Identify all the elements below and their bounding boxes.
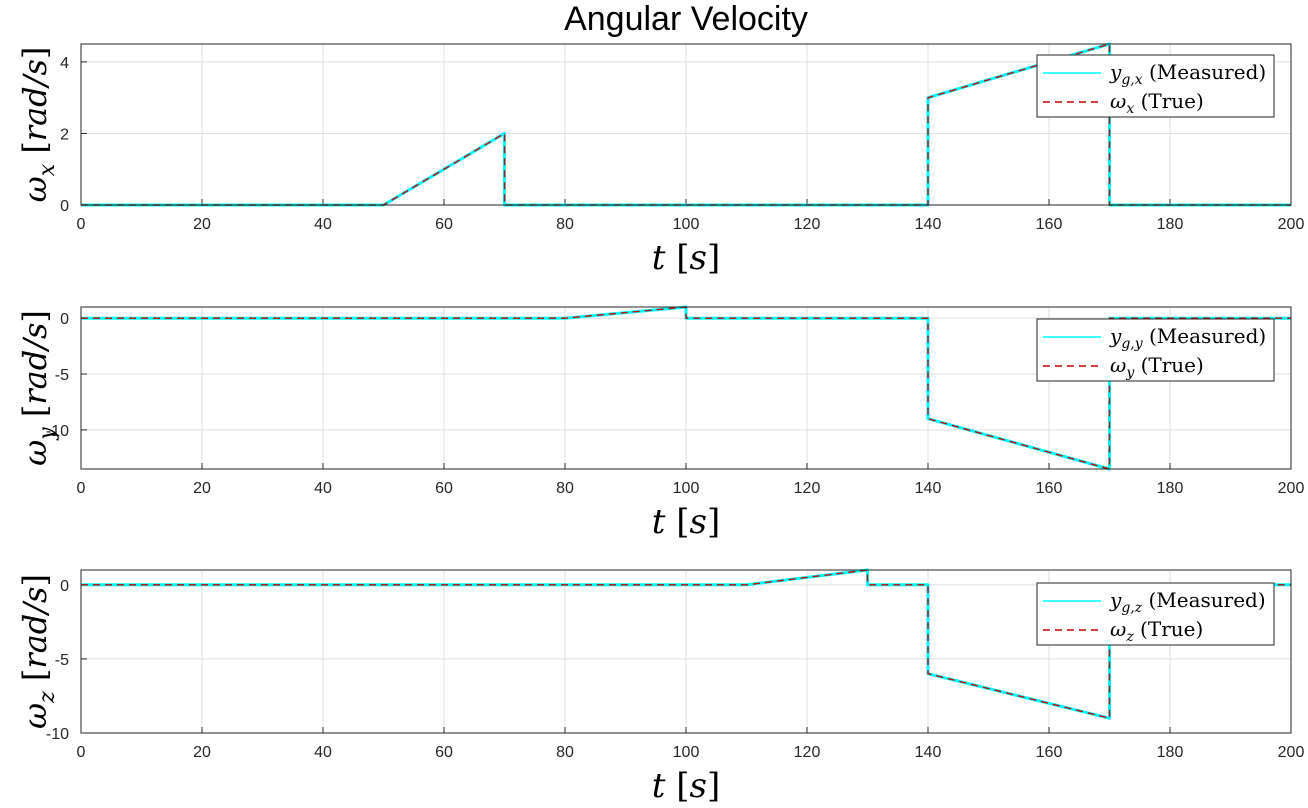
x-tick-label: 60 [435, 216, 453, 233]
x-tick-label: 80 [556, 216, 574, 233]
x-tick-label: 100 [673, 216, 700, 233]
x-tick-label: 120 [794, 744, 821, 761]
legend-entry: yg,x (Measured) [1109, 60, 1266, 88]
legend-entry: yg,z (Measured) [1109, 588, 1266, 616]
x-tick-label: 200 [1278, 744, 1305, 761]
x-tick-label: 180 [1157, 744, 1184, 761]
x-tick-label: 20 [193, 216, 211, 233]
x-tick-label: 140 [915, 216, 942, 233]
x-tick-label: 200 [1278, 480, 1305, 497]
x-axis-label: t [s] [652, 238, 720, 278]
x-tick-label: 140 [915, 744, 942, 761]
x-tick-label: 40 [314, 216, 332, 233]
y-tick-label: -5 [55, 652, 69, 669]
x-tick-label: 0 [77, 744, 86, 761]
legend-entry: yg,y (Measured) [1109, 324, 1266, 352]
y-axis-label: ωx [rad/s] [16, 47, 60, 203]
x-tick-label: 140 [915, 480, 942, 497]
subplot-y: 0 20 40 60 80 100 120 140 160 180 200 -10 -5 0 t [s] ωy… [16, 305, 1305, 542]
y-tick-label: 2 [60, 126, 69, 143]
x-tick-label: 120 [794, 480, 821, 497]
legend: yg,x (Measured)ωx (True) [1036, 54, 1275, 118]
x-tick-label: 180 [1157, 216, 1184, 233]
legend-box [1036, 318, 1275, 382]
legend: yg,y (Measured)ωy (True) [1036, 318, 1275, 382]
x-tick-label: 180 [1157, 480, 1184, 497]
y-tick-label: 0 [60, 578, 69, 595]
x-tick-label: 160 [1036, 744, 1063, 761]
y-tick-label: -10 [46, 726, 69, 743]
x-tick-label: 60 [435, 744, 453, 761]
x-tick-label: 20 [193, 744, 211, 761]
subplot-x: 0 20 40 60 80 100 120 140 160 180 200 0 2 4 t [s] ωx [r… [16, 42, 1305, 278]
axes-box [80, 569, 1292, 734]
x-tick-label: 100 [673, 480, 700, 497]
x-tick-label: 200 [1278, 216, 1305, 233]
subplot-z: 0 20 40 60 80 100 120 140 160 180 200 -10 -5 0 t [s] ωz… [16, 568, 1305, 806]
axes-box [80, 306, 1292, 470]
x-tick-label: 80 [556, 744, 574, 761]
x-tick-label: 120 [794, 216, 821, 233]
legend-entry: ωx (True) [1110, 89, 1204, 117]
y-tick-label: 0 [60, 311, 69, 328]
x-tick-label: 40 [314, 744, 332, 761]
axes-box [80, 43, 1292, 206]
figure-title: Angular Velocity [564, 0, 808, 38]
y-axis-label: ωz [rad/s] [16, 574, 60, 729]
y-tick-label: 0 [60, 198, 69, 215]
x-axis-label: t [s] [652, 502, 720, 542]
x-tick-label: 0 [77, 480, 86, 497]
x-tick-label: 160 [1036, 216, 1063, 233]
legend-entry: ωz (True) [1110, 617, 1203, 645]
x-tick-label: 40 [314, 480, 332, 497]
legend-entry: ωy (True) [1110, 353, 1204, 381]
y-tick-label: -10 [46, 423, 69, 440]
x-tick-label: 100 [673, 744, 700, 761]
y-tick-label: 4 [60, 55, 69, 72]
x-tick-label: 80 [556, 480, 574, 497]
x-tick-label: 160 [1036, 480, 1063, 497]
legend: yg,z (Measured)ωz (True) [1036, 582, 1275, 646]
y-tick-label: -5 [55, 367, 69, 384]
x-tick-label: 0 [77, 216, 86, 233]
x-tick-label: 20 [193, 480, 211, 497]
x-tick-label: 60 [435, 480, 453, 497]
x-axis-label: t [s] [652, 766, 720, 806]
y-axis-label: ωy [rad/s] [16, 310, 60, 466]
legend-box [1036, 54, 1275, 118]
legend-box [1036, 582, 1275, 646]
